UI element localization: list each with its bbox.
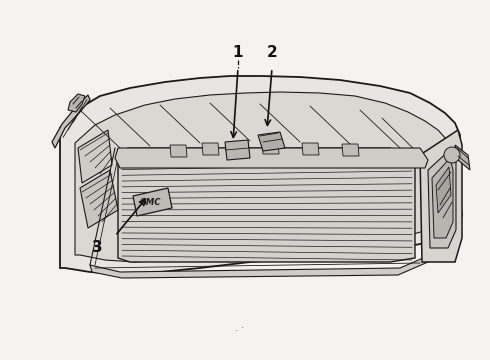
Polygon shape (302, 143, 319, 155)
Polygon shape (60, 76, 462, 274)
Polygon shape (133, 188, 172, 216)
Polygon shape (115, 148, 428, 168)
Polygon shape (202, 143, 219, 155)
Polygon shape (225, 140, 250, 160)
Polygon shape (258, 132, 285, 151)
Polygon shape (428, 148, 456, 248)
Polygon shape (232, 142, 249, 154)
Polygon shape (75, 92, 452, 262)
Text: GMC: GMC (139, 198, 161, 207)
Text: . ·: . · (235, 323, 245, 333)
Polygon shape (420, 130, 462, 262)
Text: 3: 3 (92, 239, 102, 255)
Polygon shape (52, 95, 90, 148)
Polygon shape (78, 130, 112, 183)
Polygon shape (436, 167, 451, 213)
Polygon shape (432, 158, 453, 238)
Polygon shape (170, 145, 187, 157)
Circle shape (444, 147, 460, 163)
Text: 2: 2 (267, 45, 277, 59)
Polygon shape (342, 144, 359, 156)
Polygon shape (90, 255, 430, 278)
Polygon shape (455, 145, 470, 170)
Text: 1: 1 (233, 45, 243, 59)
Polygon shape (118, 148, 415, 262)
Polygon shape (262, 142, 279, 154)
Polygon shape (68, 94, 85, 112)
Polygon shape (80, 170, 118, 228)
